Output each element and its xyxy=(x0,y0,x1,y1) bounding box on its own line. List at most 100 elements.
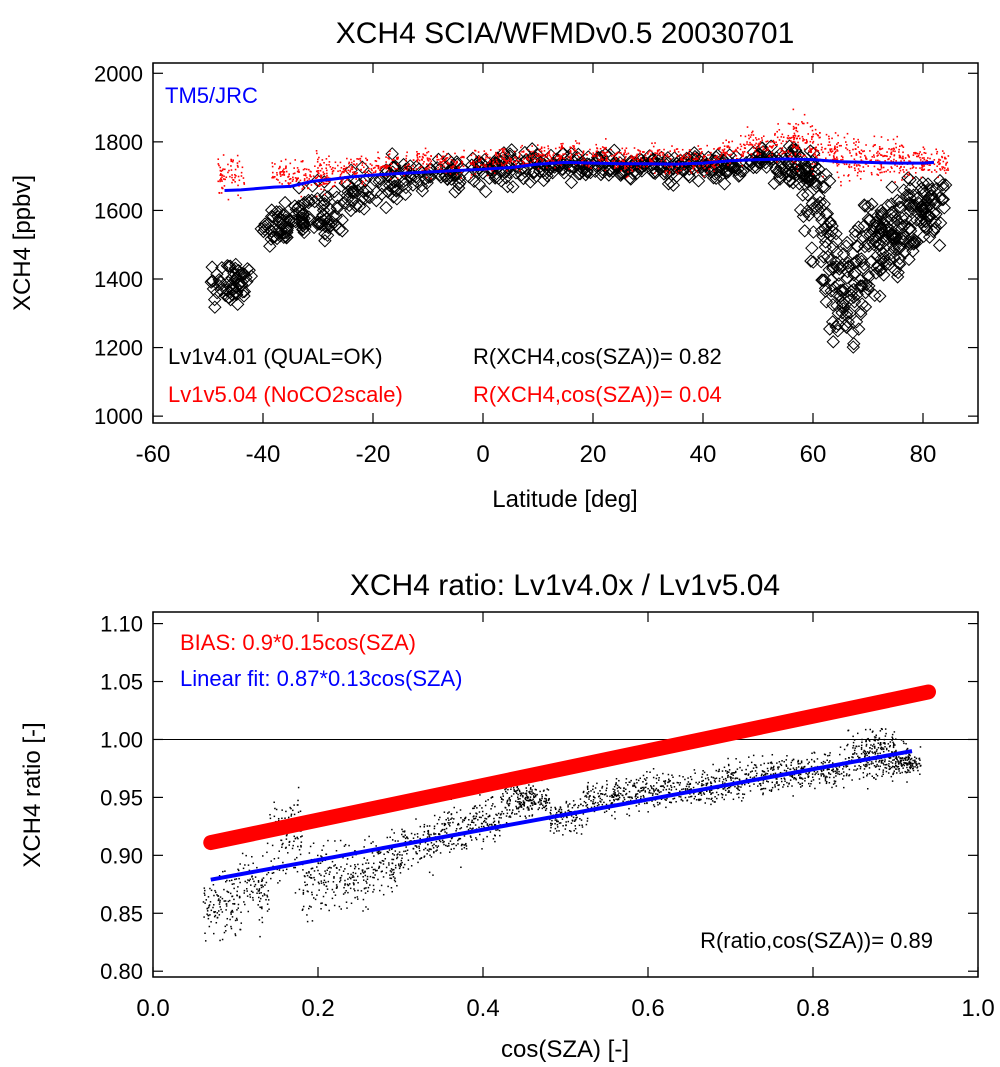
data-point xyxy=(774,784,776,786)
data-point xyxy=(742,143,745,146)
data-point xyxy=(541,153,544,156)
data-point xyxy=(831,150,834,152)
data-point xyxy=(477,819,479,821)
data-point xyxy=(622,153,625,156)
data-point xyxy=(349,174,363,189)
data-point xyxy=(623,787,625,789)
data-point xyxy=(883,171,886,173)
data-point xyxy=(296,170,299,173)
data-point xyxy=(451,167,453,170)
data-point xyxy=(816,134,819,136)
data-point xyxy=(296,836,298,839)
data-point xyxy=(418,172,432,186)
data-point xyxy=(709,789,711,792)
data-point xyxy=(829,320,843,334)
data-point xyxy=(858,152,861,154)
data-point xyxy=(267,871,270,874)
data-point xyxy=(776,778,778,780)
data-point xyxy=(796,146,799,149)
data-point xyxy=(795,129,797,132)
data-point xyxy=(889,237,904,251)
data-point xyxy=(944,167,946,169)
data-point xyxy=(572,816,575,819)
data-point xyxy=(629,781,631,784)
data-point xyxy=(285,165,287,168)
data-point xyxy=(493,824,496,826)
data-point xyxy=(602,152,604,154)
data-point xyxy=(296,178,299,181)
data-point xyxy=(293,172,296,175)
data-point xyxy=(297,799,299,802)
data-point xyxy=(448,823,450,826)
data-point xyxy=(601,803,604,806)
data-point xyxy=(550,813,552,815)
data-point xyxy=(333,185,336,187)
data-point xyxy=(527,149,530,151)
data-point xyxy=(532,150,535,153)
data-point xyxy=(663,155,666,158)
data-point xyxy=(781,152,784,155)
data-point xyxy=(350,877,352,880)
data-point xyxy=(502,795,505,797)
data-point xyxy=(364,184,366,187)
data-point xyxy=(371,169,373,172)
data-point xyxy=(465,845,468,847)
data-point xyxy=(349,887,352,890)
data-point xyxy=(874,144,876,146)
data-point xyxy=(774,144,777,146)
data-point xyxy=(624,157,626,160)
data-point xyxy=(578,152,580,154)
data-point xyxy=(415,168,418,170)
data-point xyxy=(860,152,863,155)
data-point xyxy=(492,821,495,824)
data-point xyxy=(529,796,532,798)
data-point xyxy=(234,919,237,922)
data-point xyxy=(834,147,837,150)
data-point xyxy=(423,161,438,176)
data-point xyxy=(357,889,359,892)
data-point xyxy=(877,251,892,265)
data-point xyxy=(684,157,687,159)
data-point xyxy=(252,899,254,901)
data-point xyxy=(880,238,895,253)
data-point xyxy=(385,161,387,163)
data-point xyxy=(326,172,328,175)
data-point xyxy=(339,174,342,176)
data-point xyxy=(619,151,622,154)
data-point xyxy=(423,855,426,857)
data-point xyxy=(644,157,647,160)
data-point xyxy=(942,166,945,169)
data-point xyxy=(547,152,550,155)
data-point xyxy=(721,793,724,796)
data-point xyxy=(829,144,832,146)
data-point xyxy=(939,168,941,170)
data-point xyxy=(938,158,940,161)
data-point xyxy=(471,163,474,165)
data-point xyxy=(457,823,460,826)
data-point xyxy=(529,805,532,807)
data-point xyxy=(408,163,410,165)
data-point xyxy=(542,158,544,161)
data-point xyxy=(602,163,617,178)
data-point xyxy=(616,151,619,154)
data-point xyxy=(921,177,935,191)
data-point xyxy=(428,835,431,837)
data-point xyxy=(441,823,443,825)
data-point xyxy=(663,157,665,160)
data-point xyxy=(699,791,701,794)
data-point xyxy=(388,862,390,864)
data-point xyxy=(316,203,331,218)
data-point xyxy=(378,867,380,869)
data-point xyxy=(323,188,325,191)
data-point xyxy=(673,149,676,151)
data-point xyxy=(747,774,750,776)
data-point xyxy=(772,139,775,142)
data-point xyxy=(281,183,283,185)
data-point xyxy=(246,890,248,892)
data-point xyxy=(550,826,552,829)
data-point xyxy=(393,854,396,856)
data-point xyxy=(277,179,279,181)
data-point xyxy=(706,774,709,776)
data-point xyxy=(588,798,590,800)
data-point xyxy=(350,161,353,164)
